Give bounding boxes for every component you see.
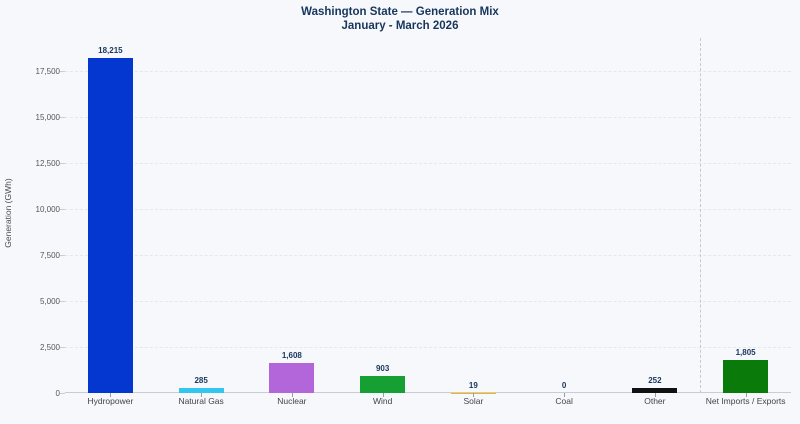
x-axis-tick — [473, 393, 475, 397]
x-axis-line — [65, 392, 791, 393]
bar-value-label: 903 — [375, 364, 390, 374]
x-axis-tick — [110, 393, 112, 397]
imports-separator-line — [700, 38, 702, 393]
x-tick-label: Wind — [372, 396, 393, 406]
gridline — [65, 209, 791, 210]
x-axis-tick — [201, 393, 203, 397]
y-tick-label: 0 — [55, 388, 60, 398]
x-axis-tick — [382, 393, 384, 397]
bar-value-label: 19 — [468, 380, 478, 390]
y-axis-tick — [60, 301, 65, 302]
gridline — [65, 117, 791, 118]
y-tick-label: 7,500 — [39, 250, 60, 260]
gridline — [65, 301, 791, 302]
bar-natural-gas — [178, 387, 224, 393]
x-axis-tick — [291, 393, 293, 397]
y-tick-label: 2,500 — [39, 342, 60, 352]
y-tick-label: 15,000 — [35, 112, 60, 122]
x-tick-label: Nuclear — [277, 396, 307, 406]
bar-value-label: 252 — [648, 376, 662, 386]
plot-area: 0 2,500 5,000 7,500 10,000 12,500 15,000 17,500… — [36, 38, 791, 406]
bar-nuclear — [269, 363, 315, 393]
bar-net-imports-exports — [723, 359, 769, 393]
y-axis-tick — [60, 163, 65, 164]
x-tick-label: Coal — [555, 396, 573, 406]
gridline — [65, 347, 791, 348]
bar-hydropower — [87, 57, 133, 393]
y-axis-tick — [60, 71, 65, 72]
chart-title: Washington State — Generation Mix Januar… — [0, 5, 800, 34]
y-tick-label: 10,000 — [35, 204, 60, 214]
y-tick-label: 5,000 — [39, 296, 60, 306]
bar-value-label: 285 — [194, 375, 208, 385]
bar-wind — [360, 376, 406, 393]
y-axis-tick — [60, 255, 65, 256]
gridline — [65, 163, 791, 164]
x-axis-tick — [564, 393, 566, 397]
x-tick-label: Solar — [463, 396, 484, 406]
y-axis-tick — [60, 117, 65, 118]
bar-value-label: 18,215 — [98, 45, 123, 55]
y-tick-label: 17,500 — [35, 66, 60, 76]
y-tick-label: 12,500 — [35, 158, 60, 168]
x-tick-label: Natural Gas — [178, 396, 224, 406]
bar-value-label: 1,805 — [735, 347, 756, 357]
gridline — [65, 255, 791, 256]
x-axis-tick — [654, 393, 656, 397]
bar-value-label: 0 — [561, 381, 567, 390]
gridline — [65, 71, 791, 72]
y-axis-tick — [60, 393, 65, 394]
chart-title-line1: Washington State — Generation Mix — [301, 6, 499, 18]
bar-other — [632, 388, 678, 393]
chart-title-line2: January - March 2026 — [341, 20, 459, 33]
x-tick-label: Other — [644, 396, 666, 406]
y-axis-tick — [60, 347, 65, 348]
bar-value-label: 1,608 — [281, 351, 302, 361]
y-axis-tick — [60, 209, 65, 210]
x-tick-label: Hydropower — [87, 396, 134, 406]
x-tick-label: Net Imports / Exports — [705, 396, 786, 406]
x-axis-tick — [745, 393, 747, 397]
